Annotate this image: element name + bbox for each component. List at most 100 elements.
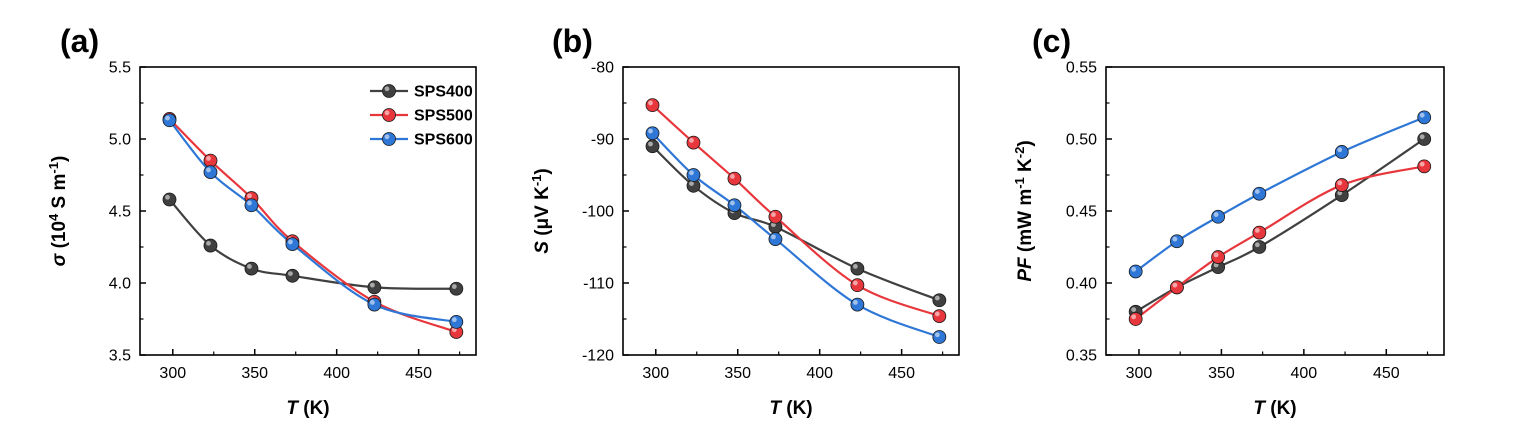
- legend-label-sps400: SPS400: [414, 84, 473, 101]
- y-tick-label: 0.35: [1066, 348, 1097, 365]
- data-point-sps600: [285, 237, 300, 252]
- marker-highlight: [1172, 236, 1178, 242]
- data-point-sps500: [1252, 225, 1267, 240]
- x-tick-label: 400: [323, 365, 350, 382]
- x-tick-label: 400: [806, 365, 833, 382]
- y-tick-label: 0.50: [1066, 132, 1097, 149]
- marker-highlight: [384, 134, 390, 140]
- marker-highlight: [384, 110, 390, 116]
- data-point-sps400: [285, 268, 300, 283]
- marker-highlight: [1419, 112, 1425, 118]
- marker-highlight: [934, 295, 940, 301]
- marker-highlight: [1254, 189, 1260, 194]
- data-point-sps600: [1334, 145, 1349, 159]
- panel-label: (c): [1032, 23, 1071, 59]
- y-tick-label: 3.5: [109, 348, 131, 365]
- series-line-sps500: [168, 118, 457, 333]
- marker-highlight: [165, 194, 170, 200]
- data-point-sps500: [1334, 178, 1349, 192]
- data-point-sps600: [850, 297, 865, 312]
- data-point-sps400: [244, 261, 259, 276]
- panel-label: (b): [552, 23, 593, 59]
- marker-highlight: [934, 311, 940, 317]
- x-tick-label: 300: [159, 365, 186, 382]
- marker-highlight: [730, 200, 735, 206]
- panel-label: (a): [60, 23, 99, 59]
- data-point-sps600: [244, 198, 259, 213]
- data-point-sps600: [1252, 186, 1267, 201]
- marker-highlight: [247, 193, 252, 199]
- y-tick-label: -100: [582, 204, 614, 221]
- panel-a: (a) 3.5 4.0 4.5 5.0 5.5 300 350 400 450 T (K) σ (10…: [46, 23, 477, 419]
- x-tick-label: 300: [1126, 365, 1153, 382]
- data-point-sps400: [645, 139, 660, 154]
- data-point-sps500: [850, 278, 865, 293]
- data-point-sps500: [645, 98, 660, 113]
- marker-highlight: [1131, 307, 1137, 312]
- marker-highlight: [1213, 212, 1219, 217]
- marker-highlight: [206, 156, 211, 161]
- y-tick-label: -90: [591, 132, 614, 149]
- data-point-sps600: [1211, 209, 1226, 224]
- marker-highlight: [288, 271, 293, 276]
- data-point-sps600: [367, 297, 382, 312]
- data-point-sps500: [686, 135, 701, 150]
- data-point-sps400: [367, 280, 382, 295]
- data-point-sps600: [1417, 110, 1432, 125]
- marker-highlight: [369, 300, 375, 305]
- marker-highlight: [451, 317, 457, 323]
- y-tick-label: 4.0: [109, 276, 131, 293]
- data-point-sps600: [1169, 234, 1184, 249]
- data-point-sps600: [203, 165, 218, 180]
- marker-highlight: [1254, 228, 1260, 233]
- data-point-sps400: [203, 238, 218, 253]
- y-tick-label: -120: [582, 348, 614, 365]
- x-tick-label: 300: [642, 365, 669, 382]
- marker-highlight: [648, 141, 653, 147]
- y-axis-title: PF (mW m-1 K-2): [1012, 140, 1037, 281]
- marker-highlight: [165, 115, 170, 121]
- marker-highlight: [1131, 266, 1137, 272]
- marker-highlight: [247, 200, 252, 206]
- x-tick-label: 400: [1291, 365, 1318, 382]
- series-line-sps600: [1135, 116, 1425, 273]
- legend-marker-sps600: [382, 132, 396, 146]
- legend-marker-sps400: [382, 84, 396, 98]
- data-point-sps600: [162, 113, 177, 128]
- data-point-sps500: [768, 209, 783, 224]
- y-axis-title: S (μV K-1): [529, 168, 554, 253]
- y-tick-label: 5.5: [109, 60, 131, 77]
- x-tick-label: 450: [888, 365, 915, 382]
- plot-frame: [139, 66, 477, 356]
- y-tick-label: -110: [583, 276, 614, 293]
- legend-marker-sps500: [382, 108, 396, 122]
- marker-highlight: [771, 212, 776, 217]
- marker-highlight: [648, 100, 653, 106]
- marker-highlight: [1337, 180, 1343, 186]
- data-point-sps500: [932, 309, 947, 324]
- data-point-sps500: [1417, 159, 1432, 174]
- x-tick-label: 350: [1208, 365, 1235, 382]
- marker-highlight: [206, 240, 211, 246]
- y-tick-label: 0.55: [1066, 60, 1097, 77]
- x-tick-label: 450: [405, 365, 432, 382]
- y-axis-title: σ (104 S m-1): [46, 156, 71, 267]
- marker-highlight: [1337, 147, 1343, 153]
- data-point-sps400: [932, 293, 947, 308]
- marker-highlight: [247, 264, 252, 269]
- data-point-sps400: [850, 261, 865, 276]
- marker-highlight: [1172, 282, 1178, 288]
- marker-highlight: [730, 174, 735, 179]
- data-point-sps500: [203, 153, 218, 168]
- panel-c: (c) 0.35 0.40 0.45 0.50 0.55 300 350 400 450 T (K)…: [1012, 23, 1445, 419]
- marker-highlight: [288, 239, 293, 245]
- x-tick-label: 350: [724, 365, 751, 382]
- data-point-sps400: [162, 192, 177, 207]
- plot-frame: [622, 66, 960, 356]
- data-point-sps400: [1417, 132, 1432, 146]
- data-point-sps500: [1169, 280, 1184, 295]
- x-axis-title: T (K): [1253, 398, 1296, 419]
- legend-label-sps600: SPS600: [414, 132, 473, 149]
